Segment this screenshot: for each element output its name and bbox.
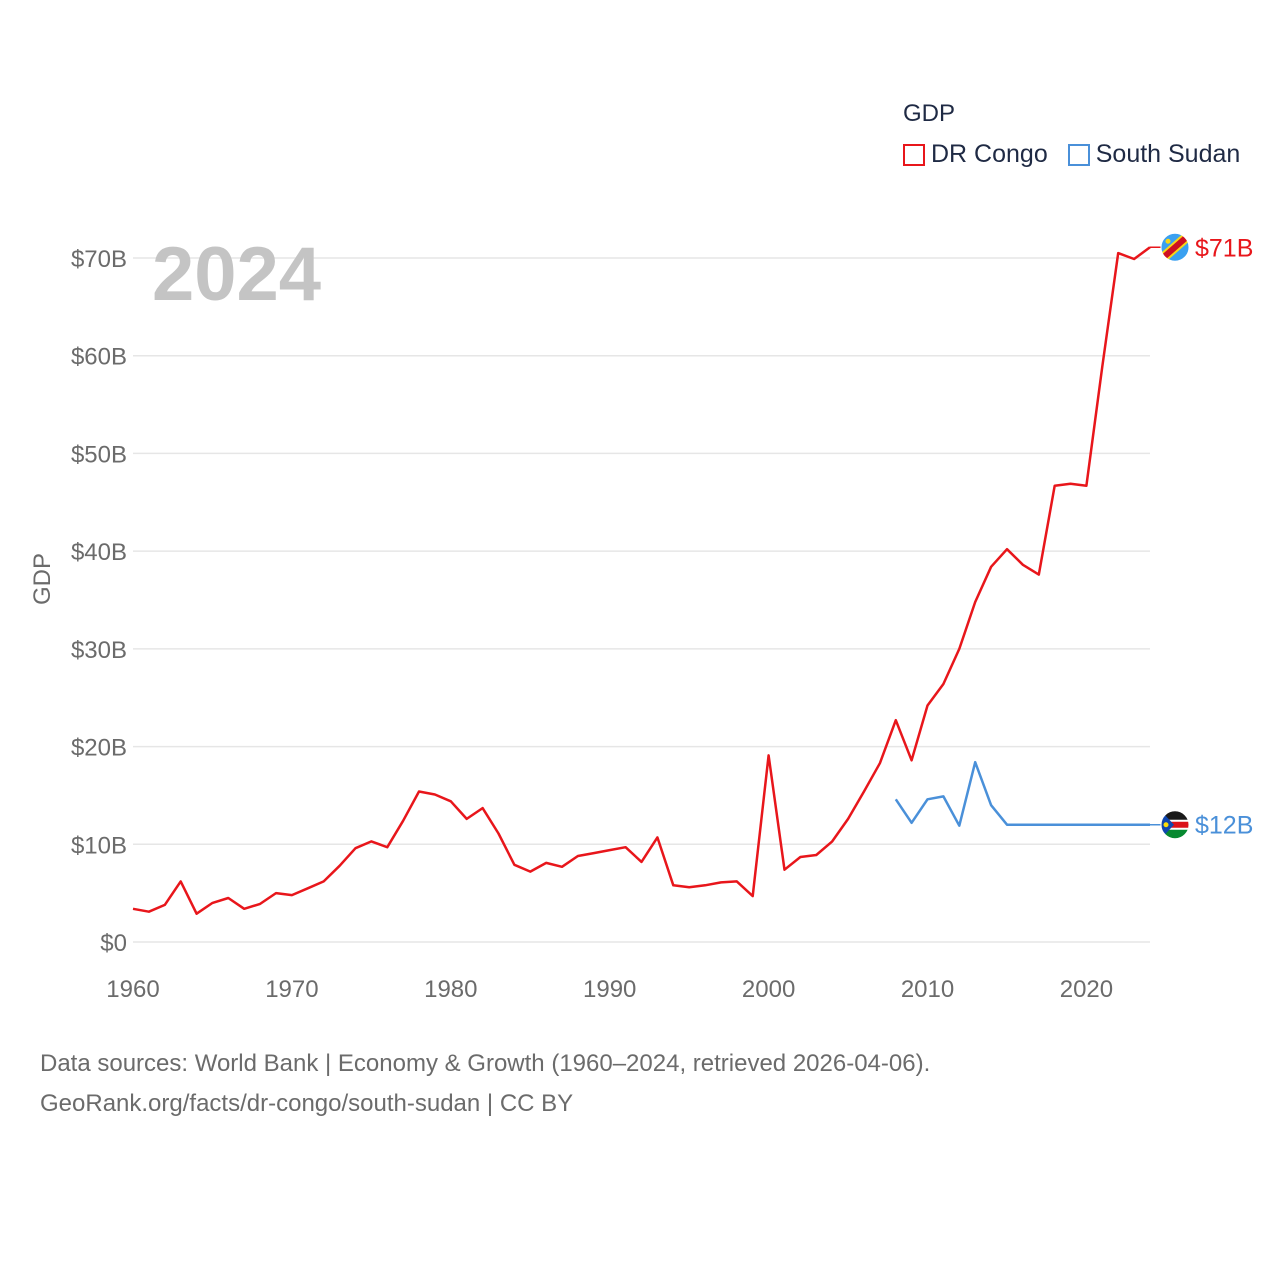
x-tick-label: 2000 bbox=[742, 976, 795, 1003]
legend: GDP DR Congo South Sudan bbox=[903, 100, 1240, 169]
x-tick-label: 1980 bbox=[424, 976, 477, 1003]
footer: Data sources: World Bank | Economy & Gro… bbox=[40, 1044, 930, 1124]
series-lines bbox=[132, 246, 1151, 915]
legend-item-south-sudan[interactable]: South Sudan bbox=[1067, 140, 1241, 169]
legend-title: GDP bbox=[903, 100, 956, 127]
end-value-label: $71B bbox=[1195, 234, 1253, 262]
dr-congo-flag-icon bbox=[1160, 232, 1190, 262]
source-url-text: GeoRank.org/facts/dr-congo/south-sudan |… bbox=[40, 1090, 574, 1117]
x-tick-label: 1970 bbox=[265, 976, 318, 1003]
series-line-dr-congo bbox=[132, 246, 1151, 915]
legend-label-dr-congo: DR Congo bbox=[931, 140, 1048, 168]
y-tick-label: $20B bbox=[71, 735, 127, 762]
x-axis-ticks: 1960 1970 1980 1990 2000 2010 2020 bbox=[106, 976, 1113, 1003]
x-tick-label: 2010 bbox=[901, 976, 954, 1003]
legend-label-south-sudan: South Sudan bbox=[1095, 140, 1241, 168]
y-tick-label: $0 bbox=[100, 930, 127, 957]
grid-lines bbox=[133, 257, 1150, 943]
south-sudan-flag-icon bbox=[1160, 810, 1190, 840]
x-tick-label: 1960 bbox=[106, 976, 159, 1003]
y-tick-label: $60B bbox=[71, 344, 127, 371]
y-tick-label: $30B bbox=[71, 637, 127, 664]
series-end-markers: $71B $12B bbox=[1150, 232, 1253, 840]
data-source-text: Data sources: World Bank | Economy & Gro… bbox=[40, 1050, 931, 1077]
y-tick-label: $10B bbox=[71, 832, 127, 859]
legend-swatch-south-sudan bbox=[1067, 143, 1090, 166]
x-tick-label: 2020 bbox=[1060, 976, 1113, 1003]
y-tick-label: $40B bbox=[71, 539, 127, 566]
year-label: 2024 bbox=[152, 232, 321, 317]
y-axis-label: GDP bbox=[29, 553, 56, 605]
series-line-south-sudan bbox=[894, 760, 1150, 827]
x-tick-label: 1990 bbox=[583, 976, 636, 1003]
y-tick-label: $70B bbox=[71, 246, 127, 273]
y-axis-ticks: $0 $10B $20B $30B $40B $50B $60B $70B bbox=[71, 246, 127, 957]
legend-swatch-dr-congo bbox=[903, 143, 925, 166]
end-value-label: $12B bbox=[1195, 812, 1253, 840]
y-tick-label: $50B bbox=[71, 441, 127, 468]
legend-item-dr-congo[interactable]: DR Congo bbox=[903, 140, 1048, 169]
